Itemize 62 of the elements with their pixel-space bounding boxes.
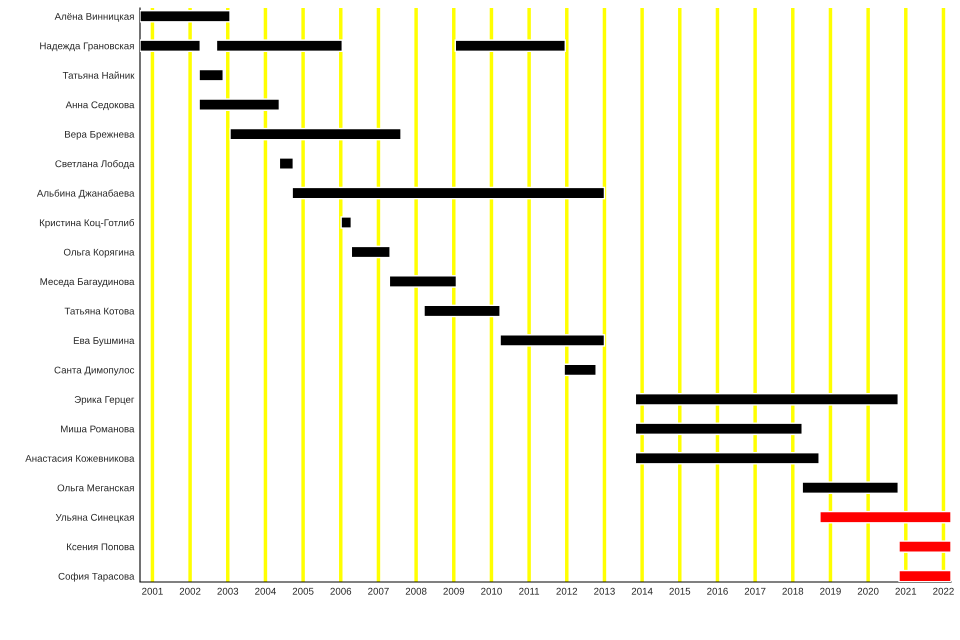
bar bbox=[898, 570, 951, 582]
bar bbox=[278, 157, 294, 170]
x-tick-label: 2008 bbox=[406, 588, 426, 595]
x-tick-label: 2002 bbox=[180, 588, 200, 595]
bar bbox=[198, 68, 224, 82]
bar bbox=[423, 304, 501, 318]
bar bbox=[634, 422, 803, 436]
bar bbox=[291, 186, 606, 200]
y-tick-label: Санта Димопулос bbox=[54, 366, 134, 376]
bar bbox=[898, 540, 951, 553]
y-tick-label: Анастасия Кожевникова bbox=[25, 455, 134, 462]
x-tick-label: 2006 bbox=[330, 588, 352, 595]
y-tick-label: Миша Романова bbox=[61, 426, 134, 432]
y-tick-label: Анна Седокова bbox=[66, 101, 134, 110]
y-tick-label: Светлана Лобода bbox=[55, 160, 134, 170]
y-tick-label: Ольга Меганская bbox=[58, 484, 134, 492]
x-tick-label: 2018 bbox=[782, 588, 804, 595]
bar bbox=[802, 481, 899, 494]
x-tick-label: 2017 bbox=[744, 588, 766, 595]
y-tick-label: София Тарасова bbox=[58, 572, 134, 582]
y-tick-label: Надежда Грановская bbox=[40, 42, 134, 52]
x-tick-label: 2010 bbox=[481, 588, 502, 595]
x-tick-label: 2014 bbox=[632, 588, 653, 595]
y-tick-label: Меседа Багаудинова bbox=[40, 278, 134, 287]
x-tick-label: 2011 bbox=[519, 588, 540, 595]
bar bbox=[340, 216, 352, 229]
y-tick-label: Кристина Коц-Готлиб bbox=[40, 218, 134, 228]
x-tick-label: 2003 bbox=[217, 588, 238, 595]
y-tick-label: Эрика Герцег bbox=[74, 396, 134, 405]
y-tick-label: Алёна Винницкая bbox=[54, 13, 134, 22]
y-tick-label: Татьяна Найник bbox=[62, 71, 134, 79]
bar bbox=[563, 364, 597, 376]
bar bbox=[198, 98, 280, 111]
y-tick-label: Татьяна Котова bbox=[64, 308, 134, 315]
bar bbox=[634, 452, 820, 465]
y-tick-label: Вера Брежнева bbox=[65, 130, 134, 140]
x-tick-label: 2004 bbox=[255, 588, 276, 595]
bar bbox=[229, 128, 402, 140]
bar bbox=[454, 39, 566, 52]
x-tick-label: 2015 bbox=[669, 588, 690, 595]
x-tick-label: 2019 bbox=[820, 588, 841, 595]
x-tick-label: 2012 bbox=[556, 588, 578, 595]
bar bbox=[634, 393, 899, 406]
y-tick-label: Альбина Джанабаева bbox=[36, 189, 134, 199]
x-tick-label: 2021 bbox=[895, 588, 916, 595]
x-tick-label: 2020 bbox=[858, 588, 879, 595]
x-tick-label: 2005 bbox=[292, 588, 314, 595]
x-tick-label: 2009 bbox=[443, 588, 464, 595]
x-tick-label: 2022 bbox=[933, 588, 954, 595]
y-tick-label: Ксения Попова bbox=[67, 543, 134, 550]
bar bbox=[388, 275, 458, 288]
y-tick-label: Ева Бушмина bbox=[74, 337, 134, 346]
x-tick-label: 2013 bbox=[594, 588, 615, 595]
x-tick-label: 2001 bbox=[142, 588, 163, 595]
bar bbox=[350, 246, 391, 258]
bar bbox=[499, 334, 606, 347]
y-tick-label: Ульяна Синецкая bbox=[56, 514, 134, 523]
bar bbox=[819, 510, 951, 524]
x-tick-label: 2007 bbox=[368, 588, 389, 595]
x-tick-label: 2016 bbox=[707, 588, 728, 595]
bar bbox=[216, 39, 343, 52]
y-tick-label: Ольга Корягина bbox=[64, 248, 134, 258]
